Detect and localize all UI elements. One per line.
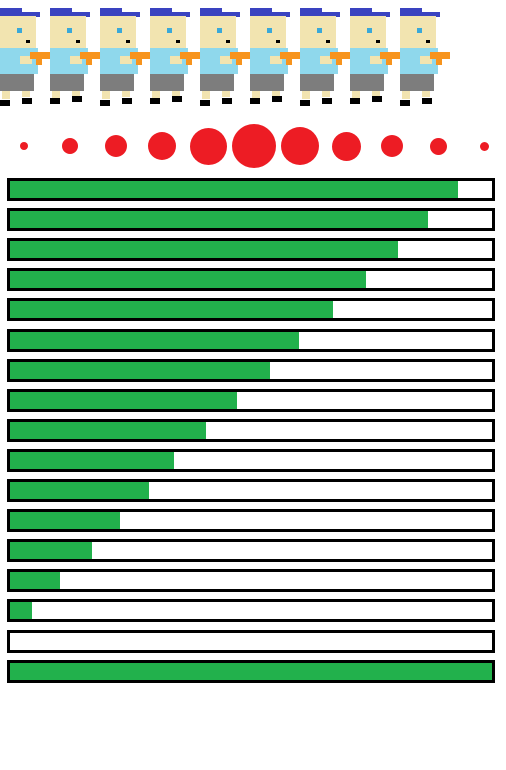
progress-bar (7, 509, 495, 533)
progress-bar-fill (10, 391, 237, 409)
progress-bar (7, 358, 495, 382)
progress-bar-fill (10, 361, 270, 379)
pixel-boy-icon (100, 8, 150, 108)
progress-bar-fill (10, 331, 299, 349)
progress-bar (7, 569, 495, 593)
progress-bar (7, 418, 495, 442)
red-dot (189, 127, 227, 165)
pixel-boy-icon (0, 8, 50, 108)
progress-bar (7, 448, 495, 472)
progress-bar-fill (10, 301, 333, 319)
pixel-boy-icon (350, 8, 400, 108)
progress-bar (7, 268, 495, 292)
red-dot (20, 142, 28, 150)
progress-bar-fill (10, 181, 458, 198)
pixel-boy-icon (150, 8, 200, 108)
progress-bar-fill (10, 421, 206, 439)
progress-bar-fill (10, 542, 92, 560)
progress-bar-fill (10, 241, 398, 259)
pixel-boy-icon (400, 8, 450, 108)
red-dot (479, 141, 489, 151)
progress-bar-fill (10, 602, 32, 620)
dot-row (0, 118, 506, 174)
pixel-boy-icon (300, 8, 350, 108)
red-dot (232, 124, 276, 168)
red-dot (429, 137, 447, 155)
red-dot (331, 131, 361, 161)
sprite-row (0, 0, 506, 112)
progress-bar-fill (10, 211, 428, 229)
progress-bar (7, 539, 495, 563)
red-dot (105, 135, 127, 157)
progress-bar (7, 238, 495, 262)
progress-bar (7, 328, 495, 352)
progress-bar-fill (10, 482, 149, 499)
progress-bar-fill (10, 572, 60, 590)
progress-bar (7, 178, 495, 201)
progress-bar-fill (10, 271, 366, 289)
progress-bar (7, 659, 495, 683)
progress-bar (7, 388, 495, 412)
red-dot (148, 132, 176, 160)
red-dot (281, 127, 319, 165)
progress-bar (7, 599, 495, 623)
progress-bar (7, 208, 495, 232)
pixel-boy-icon (50, 8, 100, 108)
progress-bar (7, 629, 495, 653)
red-dot (62, 138, 78, 154)
pixel-boy-icon (200, 8, 250, 108)
progress-bar (7, 479, 495, 502)
pixel-boy-icon (250, 8, 300, 108)
red-dot (381, 135, 403, 157)
progress-bar-fill (10, 512, 120, 530)
progress-bar-fill (10, 451, 174, 469)
progress-bar (7, 298, 495, 322)
progress-bar-fill (10, 662, 492, 680)
